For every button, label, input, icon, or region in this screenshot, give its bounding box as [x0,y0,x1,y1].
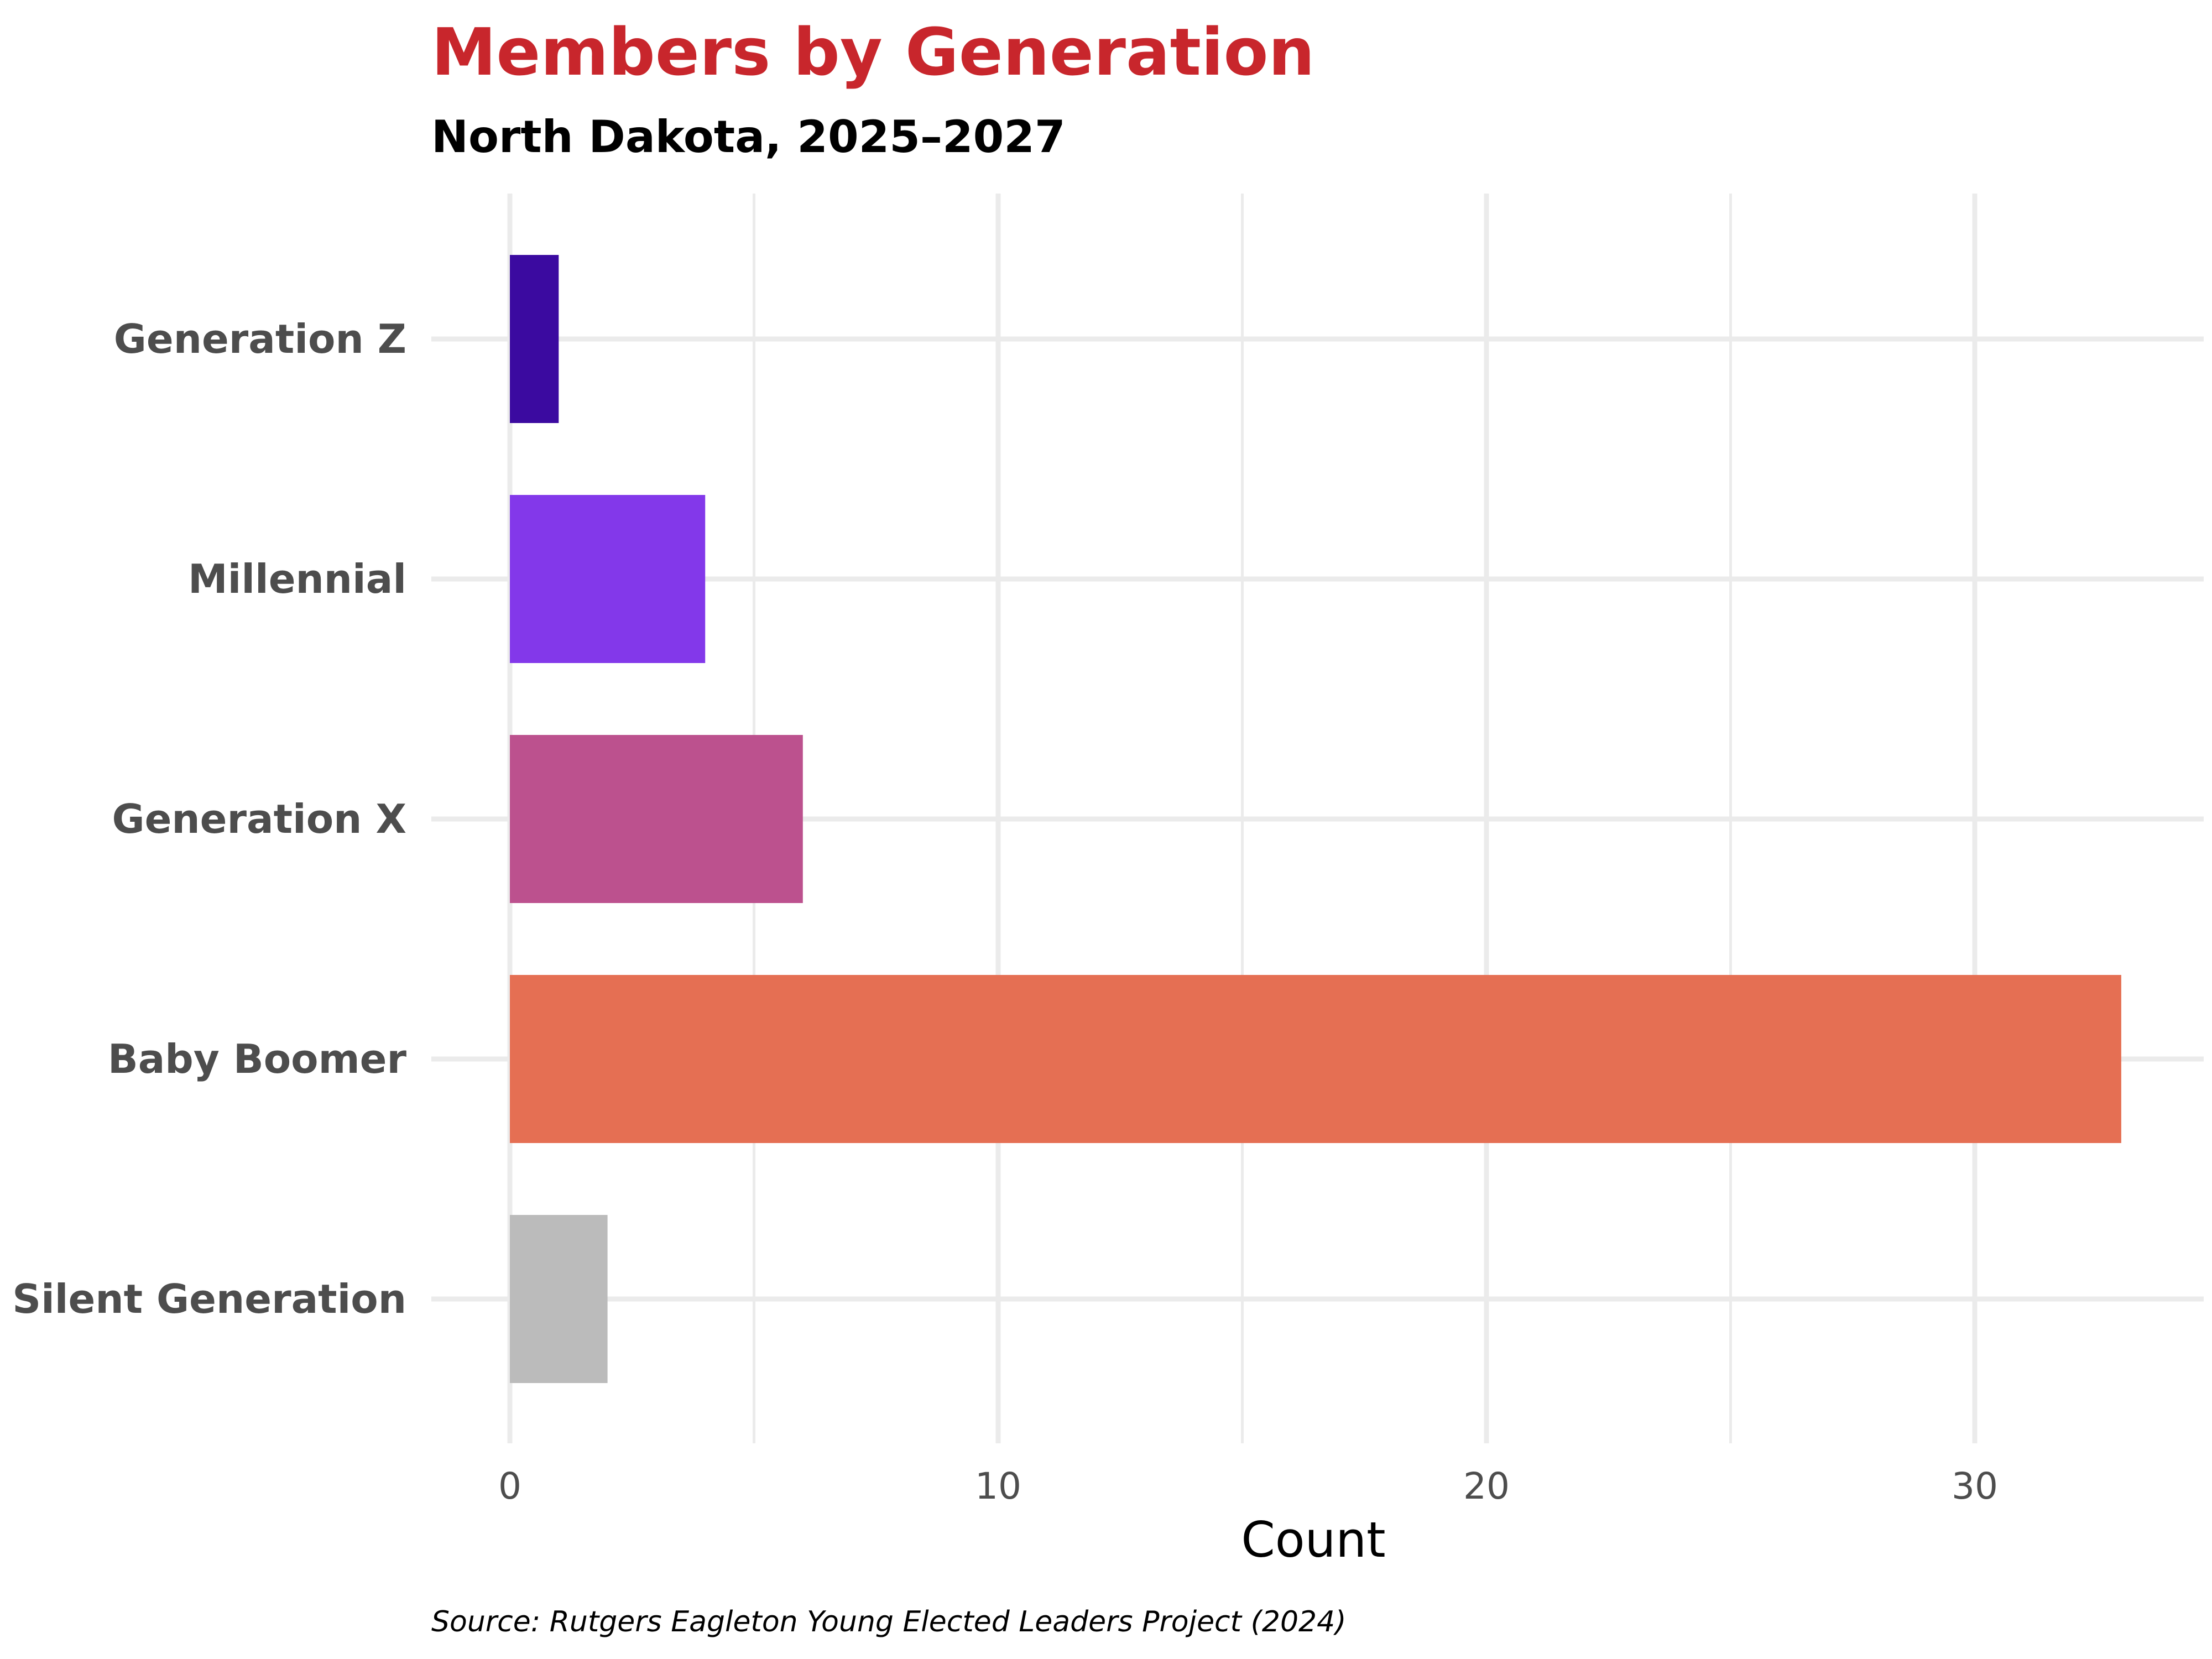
caption: Source: Rutgers Eagleton Young Elected L… [431,1605,1346,1639]
bars [510,255,2121,1383]
category-label: Generation Z [114,316,406,362]
chart-subtitle: North Dakota, 2025–2027 [431,111,1066,163]
bar-millennial [510,495,706,663]
x-axis-title: Count [1241,1511,1385,1568]
x-tick-label: 0 [498,1465,521,1507]
chart-title: Members by Generation [431,14,1315,90]
category-label: Millennial [188,556,406,602]
category-label: Generation X [112,796,406,842]
category-label: Baby Boomer [108,1036,407,1082]
x-tick-labels: 0 10 20 30 [498,1465,1998,1507]
category-label: Silent Generation [12,1276,406,1322]
x-tick-label: 30 [1952,1465,1998,1507]
x-tick-label: 10 [975,1465,1021,1507]
bar-generation-z [510,255,559,423]
category-labels: Generation Z Millennial Generation X Baby B… [12,316,406,1322]
bar-generation-x [510,735,803,903]
x-tick-label: 20 [1463,1465,1510,1507]
bar-baby-boomer [510,975,2121,1143]
bar-silent-generation [510,1215,608,1383]
